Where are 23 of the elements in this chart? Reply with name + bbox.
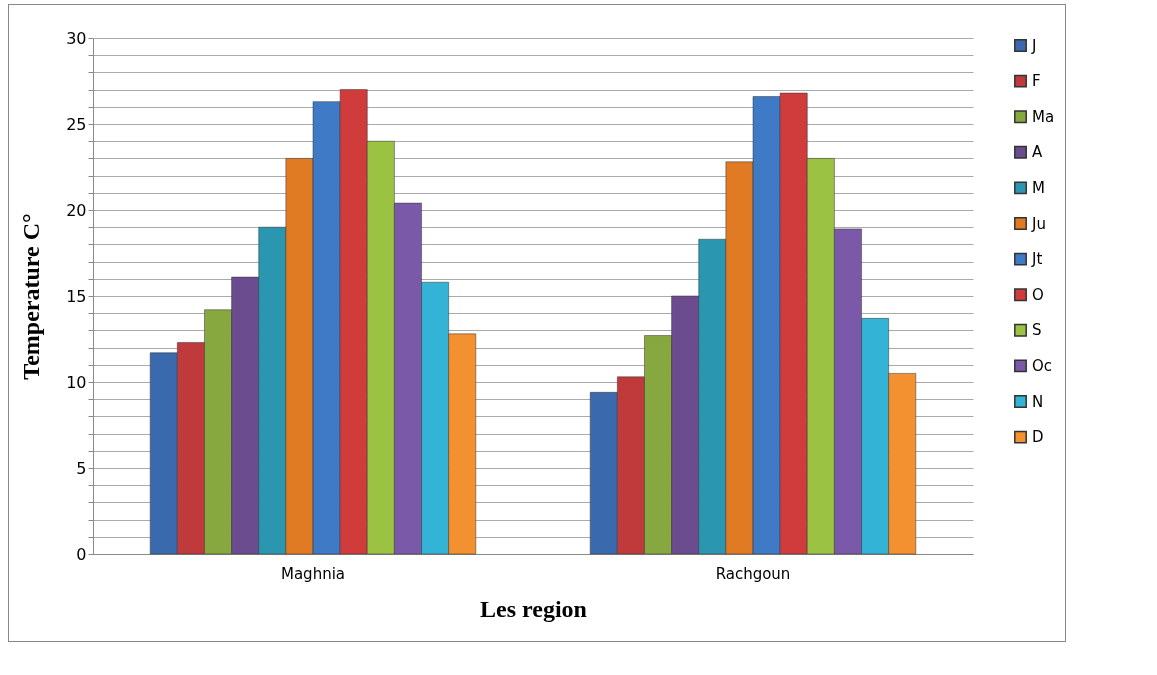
y-tick-label: 20	[66, 200, 87, 220]
x-tick-label: Maghnia	[280, 564, 346, 583]
x-tick-label: Rachgoun	[715, 564, 791, 583]
legend-label: F	[1032, 72, 1041, 91]
y-tick-label: 15	[66, 286, 87, 306]
legend-label: A	[1032, 143, 1043, 162]
y-tick-label: 30	[66, 28, 87, 48]
legend-label: O	[1032, 285, 1044, 304]
x-axis-title: Les region	[480, 595, 587, 622]
legend-label: N	[1032, 392, 1044, 411]
legend-label: Ma	[1032, 107, 1055, 126]
legend-label: J	[1031, 36, 1037, 55]
legend-label: Ju	[1031, 214, 1046, 233]
legend-label: Jt	[1031, 250, 1043, 269]
y-tick-label: 10	[66, 372, 87, 392]
legend-label: S	[1032, 321, 1042, 340]
y-axis-title: Temperature C°	[18, 213, 45, 380]
y-tick-label: 5	[76, 458, 87, 478]
y-tick-label: 25	[66, 114, 87, 134]
legend-label: D	[1032, 428, 1044, 447]
y-tick-label: 0	[76, 544, 87, 564]
legend-label: Oc	[1032, 356, 1053, 375]
legend-label: M	[1032, 178, 1045, 197]
